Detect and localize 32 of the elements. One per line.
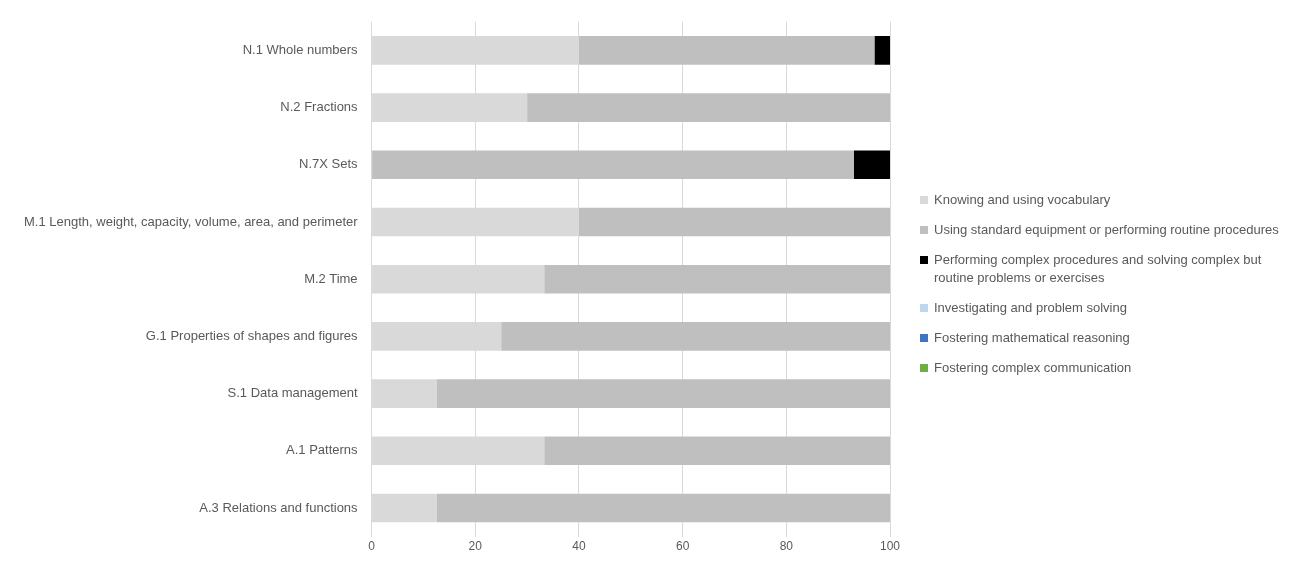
bar xyxy=(544,436,890,466)
legend-label: Using standard equipment or performing routine procedures xyxy=(934,220,1279,239)
legend-label: Fostering mathematical reasoning xyxy=(934,328,1130,347)
x-tick-label: 40 xyxy=(572,539,586,554)
y-tick-label: G.1 Properties of shapes and figures xyxy=(145,327,359,343)
bar xyxy=(501,322,890,351)
x-tick-label: 100 xyxy=(879,539,901,554)
y-tick-label: A.1 Patterns xyxy=(286,442,359,458)
bar xyxy=(544,264,890,294)
legend-label: Fostering complex communication xyxy=(934,358,1132,377)
x-tick-label: 20 xyxy=(468,539,483,554)
y-tick-label: N.7X Sets xyxy=(299,156,359,172)
y-tick-label: A.3 Relations and functions xyxy=(199,499,359,515)
bar xyxy=(853,150,890,180)
y-tick-label: N.1 Whole numbers xyxy=(242,41,359,57)
bar xyxy=(436,379,890,408)
bar xyxy=(372,150,854,180)
x-tick-label: 80 xyxy=(779,539,794,554)
bar xyxy=(436,493,890,523)
y-tick-label: S.1 Data management xyxy=(227,385,358,401)
bar xyxy=(874,36,890,65)
legend-label: Investigating and problem solving xyxy=(934,298,1127,317)
bar xyxy=(527,93,890,122)
bar xyxy=(578,36,875,65)
bar xyxy=(578,207,890,237)
x-tick-label: 0 xyxy=(368,539,376,554)
x-tick-label: 60 xyxy=(675,539,690,554)
y-tick-label: N.2 Fractions xyxy=(280,99,359,115)
legend-label: Performing complex procedures and solving complex but routine problems or exercises xyxy=(934,250,1263,287)
y-tick-label: M.1 Length, weight, capacity, volume, area, and perimeter xyxy=(23,213,359,229)
legend-label: Knowing and using vocabulary xyxy=(934,190,1111,209)
y-tick-label: M.2 Time xyxy=(304,270,358,286)
